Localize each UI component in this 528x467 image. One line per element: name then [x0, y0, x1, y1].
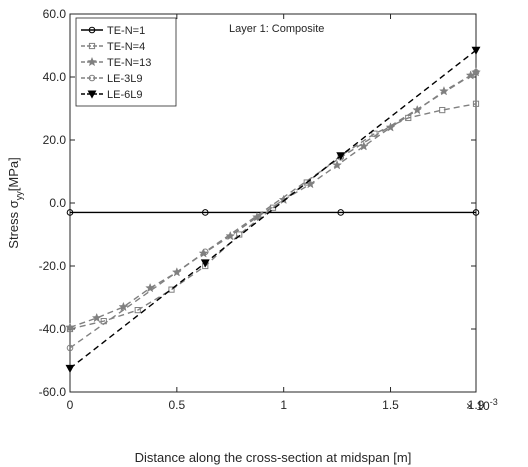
data-point: [472, 209, 480, 216]
legend-label: LE-3L9: [107, 73, 142, 85]
y-label-sub: yy: [14, 191, 24, 201]
x-exponent-power: -3: [490, 397, 498, 407]
data-point: [471, 46, 481, 55]
series-line: [69, 71, 477, 349]
y-tick-label: -20.0: [39, 259, 67, 273]
y-label-main: Stress σ: [6, 200, 21, 248]
x-axis-exponent: × 10-3: [466, 397, 498, 413]
y-tick-label: 0.0: [49, 196, 66, 210]
data-point: [471, 67, 481, 77]
x-tick-label: 1: [280, 398, 287, 412]
data-point: [337, 209, 345, 216]
data-point: [236, 231, 243, 238]
x-tick-label: 1.5: [382, 398, 399, 412]
y-tick-label: -60.0: [39, 385, 67, 399]
chart-legend: TE-N=1 TE-N=4 TE-N=13 LE-3L9 LE-6L9: [75, 17, 177, 107]
data-point: [91, 312, 102, 323]
data-point: [145, 282, 156, 293]
data-point: [201, 248, 209, 256]
y-axis-label: Stress σyy[MPa]: [6, 157, 24, 248]
series-line: [69, 103, 477, 330]
data-point: [87, 56, 97, 67]
data-point: [168, 286, 175, 293]
legend-items: TE-N=1 TE-N=4 TE-N=13 LE-3L9 LE-6L9: [81, 25, 151, 101]
data-point: [118, 301, 129, 312]
y-tick-label: 20.0: [43, 133, 67, 147]
y-label-unit: [MPa]: [6, 157, 21, 191]
series-group: [65, 46, 481, 374]
chart-annotation: Layer 1: Composite: [229, 23, 324, 35]
data-point: [472, 100, 480, 107]
data-point: [472, 68, 480, 76]
data-point: [385, 122, 396, 132]
data-point: [65, 322, 75, 332]
x-tick-label: 0: [67, 398, 74, 412]
x-axis-label: Distance along the cross-section at mids…: [135, 450, 412, 465]
data-point: [65, 364, 75, 374]
axis-ticks: 0 0.5 1 1.5 1.9 -60.0 -40.0 -20.0 0.0 20.0 40.0 60.…: [39, 7, 485, 412]
data-point: [66, 209, 74, 216]
x-exponent-base: × 10: [466, 399, 490, 413]
y-tick-label: -40.0: [39, 322, 67, 336]
data-point: [252, 211, 262, 222]
data-point: [134, 307, 141, 314]
data-point: [332, 159, 343, 170]
data-point: [336, 152, 346, 161]
legend-label: TE-N=13: [107, 57, 151, 69]
series-group: [66, 209, 480, 216]
series-line: [69, 49, 477, 369]
data-point: [88, 74, 96, 82]
data-point: [87, 90, 97, 99]
data-point: [201, 209, 209, 216]
legend-label: LE-6L9: [107, 89, 142, 101]
x-tick-label: 1.9: [468, 398, 485, 412]
data-point: [66, 344, 74, 352]
data-point: [225, 230, 236, 241]
x-tick-label: 0.5: [168, 398, 185, 412]
data-point: [200, 259, 210, 268]
y-tick-label: 40.0: [43, 70, 67, 84]
data-point: [88, 26, 96, 34]
legend-label: TE-N=4: [107, 41, 145, 53]
data-point: [439, 106, 446, 114]
series-layer: [65, 46, 481, 374]
legend-label: TE-N=1: [107, 25, 145, 37]
y-tick-label: 60.0: [43, 7, 67, 21]
data-point: [88, 42, 96, 50]
